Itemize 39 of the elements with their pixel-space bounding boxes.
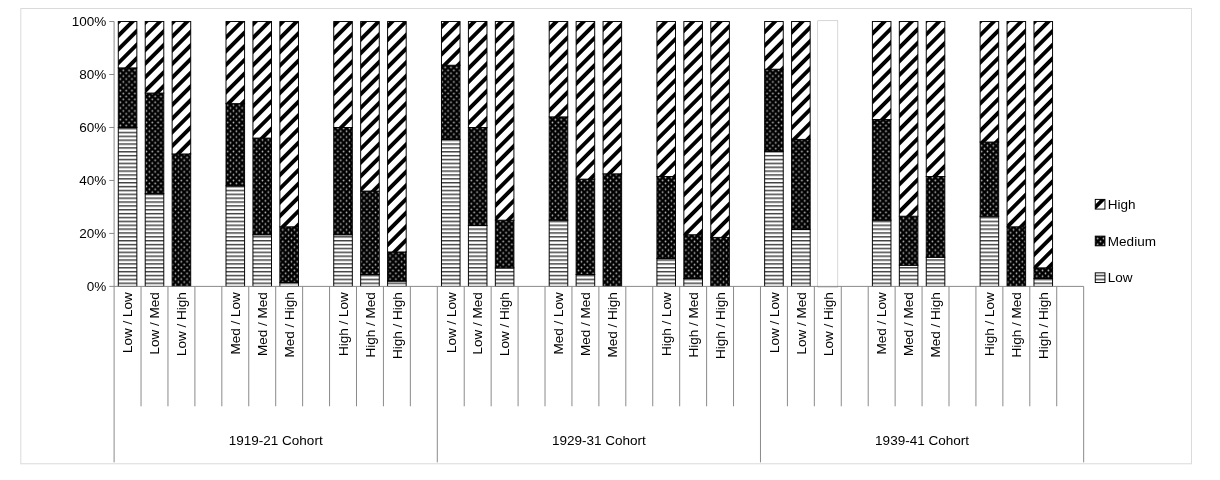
x-tick-label: High / Low	[658, 291, 674, 357]
x-tick-label: High / High	[1036, 292, 1051, 360]
y-tick-label: 60%	[79, 120, 107, 136]
x-tick-label: High / Med	[685, 292, 701, 358]
y-tick-label: 40%	[79, 173, 107, 189]
x-tick-label: High / Med	[1009, 292, 1025, 358]
x-tick-label: Med / Low	[874, 291, 890, 355]
text: 1919-21 Cohort	[228, 432, 323, 448]
legend-label: High	[1107, 196, 1136, 212]
x-tick-label: High / High	[712, 292, 728, 360]
x-tick-label: Low / Low	[443, 291, 459, 354]
y-tick-label: 0%	[86, 279, 107, 295]
x-tick-label: Med / High	[281, 292, 297, 358]
x-tick-label: Low / Low	[120, 291, 136, 354]
x-tick-label: Med / Med	[901, 292, 917, 357]
x-tick-label: Med / Med	[254, 292, 270, 357]
text: 1929-31 Cohort	[551, 432, 647, 448]
x-tick-label: Med / High	[605, 292, 621, 358]
x-tick-label: Low / Med	[470, 292, 486, 355]
x-tick-label: Med / High	[928, 292, 944, 358]
text: 1939-41 Cohort	[875, 432, 970, 448]
y-tick-label: 20%	[79, 226, 107, 242]
x-tick-label: Low / High	[497, 292, 513, 357]
y-tick-label: 100%	[71, 14, 107, 30]
x-tick-label: High / Med	[362, 292, 378, 358]
y-tick-label: 80%	[79, 67, 107, 83]
x-tick-label: Med / Med	[578, 292, 594, 357]
x-tick-label: High / High	[389, 292, 405, 360]
x-tick-label: Low / High	[820, 292, 836, 357]
x-tick-label: Low / Med	[793, 292, 809, 355]
x-tick-label: High / Low	[982, 291, 998, 357]
x-tick-label: High / Low	[335, 291, 351, 357]
x-tick-label: Low / Med	[147, 292, 163, 355]
legend-label: Medium	[1107, 233, 1156, 249]
x-tick-label: Low / High	[174, 292, 190, 357]
x-tick-label: Med / Low	[551, 291, 567, 355]
legend-label: Low	[1107, 270, 1133, 286]
x-tick-label: Med / Low	[228, 291, 244, 355]
x-tick-label: Low / Low	[766, 291, 782, 354]
